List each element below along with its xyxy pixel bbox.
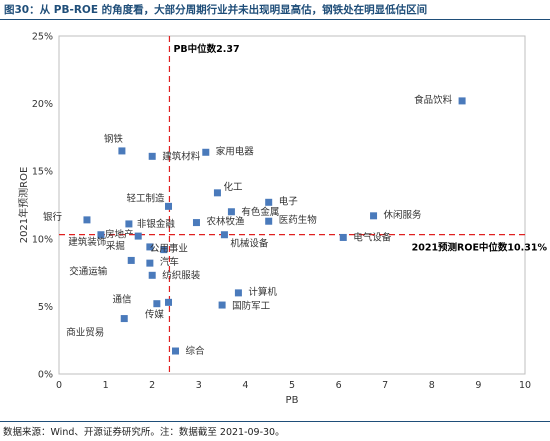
scatter-point [146,243,154,251]
point-label: 采掘 [106,240,125,252]
point-label: 纺织服装 [162,269,201,281]
point-label: 建筑材料 [162,150,201,162]
point-label: 医药生物 [279,214,318,226]
y-tick-label: 10% [32,234,53,245]
point-label: 汽车 [160,256,179,268]
x-tick-label: 0 [56,380,62,391]
point-label: 电气设备 [353,231,392,243]
point-label: 机械设备 [230,238,269,250]
pb-median-label: PB中位数2.37 [173,43,239,55]
scatter-point [165,202,173,210]
scatter-point [339,233,347,241]
y-tick-label: 15% [32,167,53,178]
plot-area-frame [58,35,526,375]
x-tick-label: 8 [429,380,435,391]
point-label: 商业贸易 [66,327,104,339]
scatter-point [265,198,273,206]
title-rule [0,19,550,20]
scatter-point [134,232,142,240]
scatter-point [220,231,228,239]
x-tick-label: 5 [289,380,295,391]
point-label: 休闲服务 [384,209,423,221]
y-axis-label: 2021年预测ROE [17,167,30,244]
point-label: 电子 [279,195,299,207]
scatter-point [192,219,200,227]
x-axis-ticks: 0 1 2 3 4 5 6 7 8 9 10 [56,380,531,391]
point-label: 计算机 [248,286,277,298]
scatter-point [234,289,242,297]
point-label: 交通运输 [69,265,108,277]
point-label: 有色金属 [241,206,279,218]
footer-rule [0,421,550,422]
x-tick-label: 4 [242,380,248,391]
y-tick-label: 5% [38,302,53,313]
point-label: 钢铁 [104,133,124,145]
source-note: 数据来源：Wind、开源证券研究所。注：数据截至 2021-09-30。 [3,427,285,438]
y-axis-ticks: 0% 5% 10% 15% 20% 25% [32,32,53,381]
scatter-point [218,301,226,309]
scatter-point [458,97,466,105]
scatter-point [370,212,378,220]
x-tick-label: 1 [103,380,109,391]
point-label: 非银金融 [137,218,176,230]
scatter-point [213,189,221,197]
scatter-point [83,216,91,224]
scatter-point [97,231,105,239]
x-tick-label: 2 [149,380,155,391]
scatter-point [165,298,173,306]
scatter-point [160,246,168,254]
scatter-point [227,208,235,216]
scatter-point [125,220,133,228]
point-label: 轻工制造 [127,192,166,204]
x-axis-label: PB [286,395,299,406]
pb-roe-scatter-chart: 0 1 2 3 4 5 6 7 8 9 10 0% 5% 10% 15% 20% 25% PB 2021年预测… [17,32,548,407]
point-label: 食品饮料 [414,94,453,106]
scatter-point [172,347,179,355]
scatter-point [146,259,154,267]
x-tick-label: 6 [336,380,342,391]
y-tick-label: 25% [32,32,53,43]
scatter-point [148,271,156,279]
x-tick-label: 9 [475,380,481,391]
x-tick-label: 7 [382,380,388,391]
point-label: 银行 [43,211,63,223]
y-tick-label: 20% [32,99,53,110]
point-label: 家用电器 [216,145,255,157]
point-label: 农林牧渔 [206,216,245,228]
point-label: 化工 [223,181,243,193]
point-label: 房地产 [105,229,134,241]
point-label: 公用事业 [150,243,188,255]
scatter-point [118,147,126,155]
scatter-point [153,300,161,308]
point-label: 通信 [113,293,132,305]
point-label: 建筑装饰 [68,236,106,248]
point-label: 国防军工 [232,300,271,312]
scatter-point [202,148,210,156]
figure-title: 图30：从 PB-ROE 的角度看，大部分周期行业并未出现明显高估，钢铁处在明显… [4,4,428,16]
scatter-point [148,152,156,160]
scatter-point [127,256,135,264]
y-tick-label: 0% [38,370,53,381]
x-tick-label: 10 [519,380,531,391]
scatter-point [120,315,128,323]
roe-median-label: 2021预测ROE中位数10.31% [412,242,548,254]
scatter-point [265,217,273,225]
x-tick-label: 3 [196,380,202,391]
point-label: 综合 [186,345,206,357]
point-label: 传媒 [145,309,165,321]
